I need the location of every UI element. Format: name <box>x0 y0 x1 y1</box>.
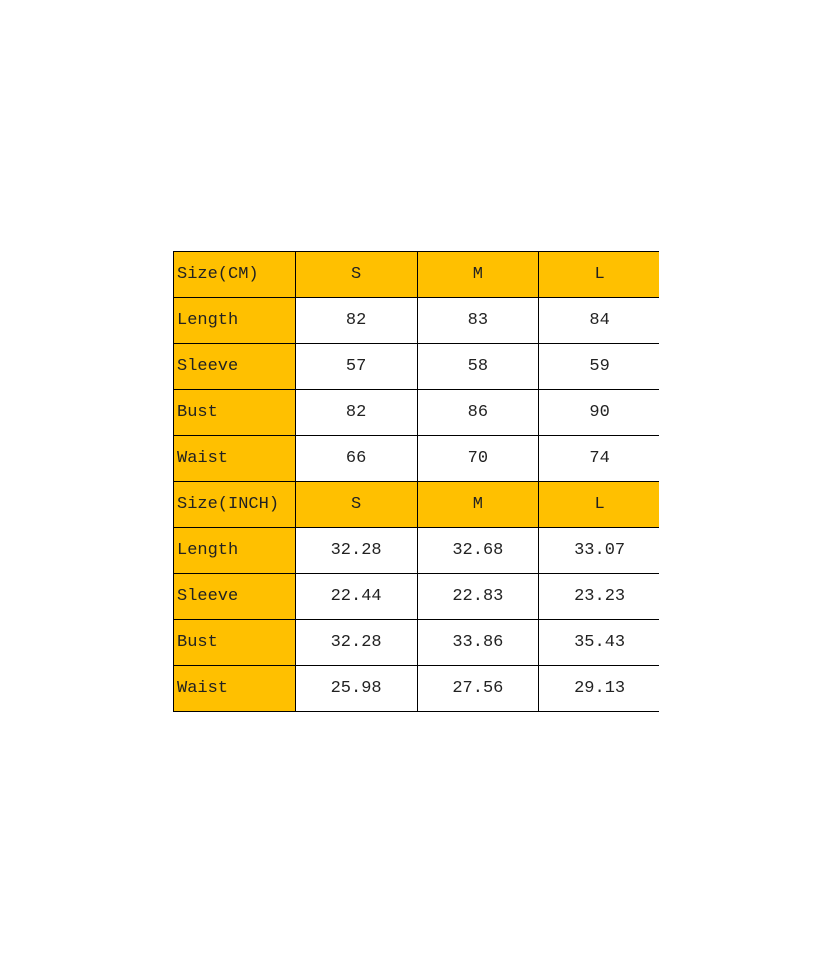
header-cell: L <box>538 251 659 298</box>
size-table: Size(CM) S M L Length 82 83 84 Sleeve 57 58 59 Bust 8… <box>173 251 659 712</box>
cell: 23.23 <box>538 573 659 620</box>
cell: 82 <box>294 297 418 344</box>
row-label: Bust <box>173 389 296 436</box>
header-row: Size(CM) S M L <box>173 251 659 298</box>
header-cell: M <box>416 481 540 528</box>
row-label: Sleeve <box>173 573 296 620</box>
cell: 82 <box>294 389 418 436</box>
cell: 90 <box>538 389 659 436</box>
row-label: Sleeve <box>173 343 296 390</box>
header-row: Size(INCH) S M L <box>173 481 659 528</box>
data-row: Sleeve 57 58 59 <box>173 343 659 390</box>
cell: 33.86 <box>416 619 540 666</box>
data-row: Waist 66 70 74 <box>173 435 659 482</box>
cell: 22.44 <box>294 573 418 620</box>
cell: 83 <box>416 297 540 344</box>
cell: 32.68 <box>416 527 540 574</box>
cell: 70 <box>416 435 540 482</box>
row-label: Waist <box>173 435 296 482</box>
cell: 58 <box>416 343 540 390</box>
cell: 25.98 <box>294 665 418 712</box>
header-cell: L <box>538 481 659 528</box>
data-row: Sleeve 22.44 22.83 23.23 <box>173 573 659 620</box>
row-label: Bust <box>173 619 296 666</box>
header-cell: S <box>294 251 418 298</box>
cell: 86 <box>416 389 540 436</box>
row-label: Waist <box>173 665 296 712</box>
cell: 57 <box>294 343 418 390</box>
size-chart: Size(CM) S M L Length 82 83 84 Sleeve 57 58 59 Bust 8… <box>173 251 659 712</box>
cell: 32.28 <box>294 619 418 666</box>
header-cell: Size(INCH) <box>173 481 296 528</box>
cell: 66 <box>294 435 418 482</box>
cell: 84 <box>538 297 659 344</box>
cell: 32.28 <box>294 527 418 574</box>
data-row: Length 82 83 84 <box>173 297 659 344</box>
row-label: Length <box>173 297 296 344</box>
cell: 29.13 <box>538 665 659 712</box>
data-row: Bust 32.28 33.86 35.43 <box>173 619 659 666</box>
row-label: Length <box>173 527 296 574</box>
cell: 59 <box>538 343 659 390</box>
cell: 35.43 <box>538 619 659 666</box>
cell: 27.56 <box>416 665 540 712</box>
cell: 74 <box>538 435 659 482</box>
header-cell: M <box>416 251 540 298</box>
data-row: Waist 25.98 27.56 29.13 <box>173 665 659 712</box>
header-cell: S <box>294 481 418 528</box>
data-row: Length 32.28 32.68 33.07 <box>173 527 659 574</box>
header-cell: Size(CM) <box>173 251 296 298</box>
data-row: Bust 82 86 90 <box>173 389 659 436</box>
cell: 33.07 <box>538 527 659 574</box>
cell: 22.83 <box>416 573 540 620</box>
